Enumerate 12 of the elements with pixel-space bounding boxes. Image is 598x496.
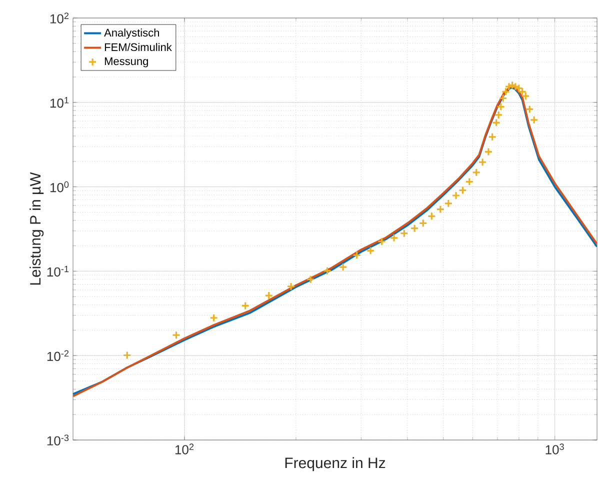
y-tick-label: 10$^{-1}$ [47, 266, 69, 277]
x-axis-title: Frequenz in Hz [285, 457, 386, 472]
legend-label: Analystisch [104, 28, 159, 39]
x-tick-label: 10$^{3}$ [546, 444, 564, 454]
y-axis-title: Leistung P in µW [30, 172, 44, 285]
y-tick-label: 10$^{2}$ [50, 12, 69, 24]
legend-label: FEM/Simulink [104, 42, 172, 52]
y-tick-label: 10$^{-3}$ [47, 434, 69, 446]
y-tick-label: 10$^{1}$ [50, 97, 69, 108]
y-tick-label: 10$^{0}$ [50, 181, 69, 192]
y-tick-label: 10$^{-2}$ [47, 350, 69, 362]
legend-label: Messung [104, 57, 148, 68]
